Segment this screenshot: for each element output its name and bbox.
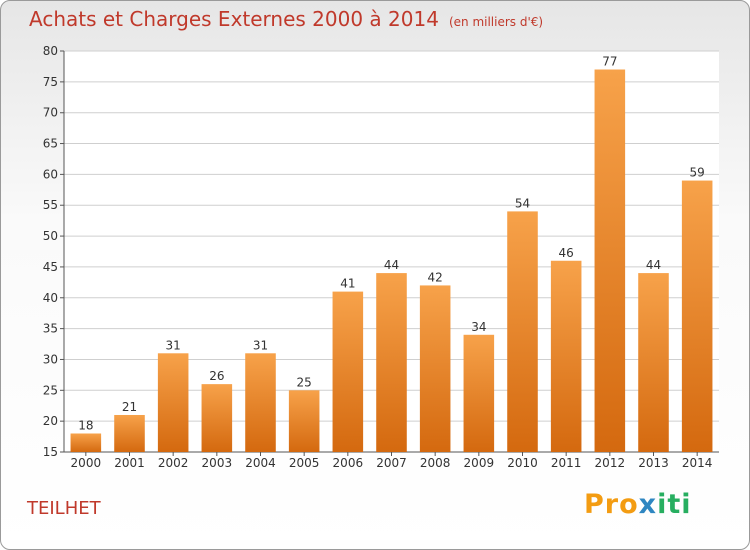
- bar: [507, 211, 538, 452]
- logo-part-1: Pro: [584, 489, 639, 520]
- y-tick-label: 35: [43, 322, 58, 336]
- x-tick-label: 2003: [202, 456, 233, 470]
- bar: [288, 390, 320, 452]
- data-label: 44: [646, 258, 661, 272]
- logo-part-2: x: [638, 489, 658, 520]
- data-label: 34: [471, 320, 486, 334]
- x-tick-label: 2005: [289, 456, 320, 470]
- x-tick-label: 2006: [333, 456, 364, 470]
- data-label: 18: [78, 418, 93, 432]
- data-label: 31: [166, 338, 181, 352]
- x-tick-label: 2010: [507, 456, 538, 470]
- data-label: 25: [297, 375, 312, 389]
- data-label: 59: [690, 166, 705, 180]
- x-tick-label: 2011: [551, 456, 582, 470]
- y-tick-label: 25: [43, 383, 58, 397]
- bar: [376, 273, 407, 452]
- x-tick-label: 2008: [420, 456, 451, 470]
- data-label: 77: [602, 55, 617, 69]
- data-label: 54: [515, 196, 530, 210]
- bar: [157, 353, 189, 452]
- chart-subtitle: (en milliers d'€): [448, 15, 544, 29]
- x-tick-label: 2009: [464, 456, 495, 470]
- x-tick-label: 2012: [595, 456, 626, 470]
- bars-layer: [70, 69, 713, 453]
- bar: [201, 384, 233, 452]
- data-label: 46: [559, 246, 574, 260]
- bar: [638, 273, 669, 452]
- data-label: 26: [209, 369, 224, 383]
- bar: [594, 69, 626, 452]
- x-tick-label: 2013: [638, 456, 669, 470]
- data-label: 31: [253, 338, 268, 352]
- bar: [70, 433, 102, 452]
- y-tick-label: 55: [43, 198, 58, 212]
- bar: [245, 353, 276, 452]
- y-tick-label: 70: [43, 106, 58, 120]
- x-tick-label: 2007: [376, 456, 407, 470]
- bar: [681, 180, 713, 453]
- data-label: 44: [384, 258, 399, 272]
- data-label: 41: [340, 277, 355, 291]
- x-tick-label: 2004: [245, 456, 276, 470]
- y-tick-label: 45: [43, 260, 58, 274]
- data-label: 42: [428, 270, 443, 284]
- y-tick-label: 65: [43, 137, 58, 151]
- logo-part-3: iti: [657, 489, 692, 520]
- y-tick-label: 60: [43, 167, 58, 181]
- y-tick-label: 30: [43, 352, 58, 366]
- y-tick-label: 20: [43, 414, 58, 428]
- chart-title-text: Achats et Charges Externes 2000 à 2014: [29, 7, 439, 31]
- bar: [550, 260, 582, 452]
- x-tick-label: 2014: [682, 456, 713, 470]
- y-tick-label: 50: [43, 229, 58, 243]
- y-tick-label: 80: [43, 44, 58, 58]
- x-tick-label: 2000: [71, 456, 102, 470]
- bar: [114, 414, 145, 452]
- y-tick-label: 15: [43, 445, 58, 459]
- chart-title: Achats et Charges Externes 2000 à 2014 (e…: [29, 7, 543, 31]
- bar: [463, 334, 495, 452]
- y-tick-label: 75: [43, 75, 58, 89]
- bar: [332, 291, 364, 452]
- y-tick-label: 40: [43, 291, 58, 305]
- x-tick-label: 2001: [114, 456, 145, 470]
- bar: [419, 285, 451, 452]
- labels-layer: 15 20 25 30 35 40 45 50 55 60 65 70 75 80 18 2000 21 2001…: [43, 44, 713, 470]
- proxiti-logo: Proxiti: [584, 489, 692, 520]
- data-label: 21: [122, 400, 137, 414]
- commune-name: TEILHET: [27, 498, 101, 519]
- x-tick-label: 2002: [158, 456, 189, 470]
